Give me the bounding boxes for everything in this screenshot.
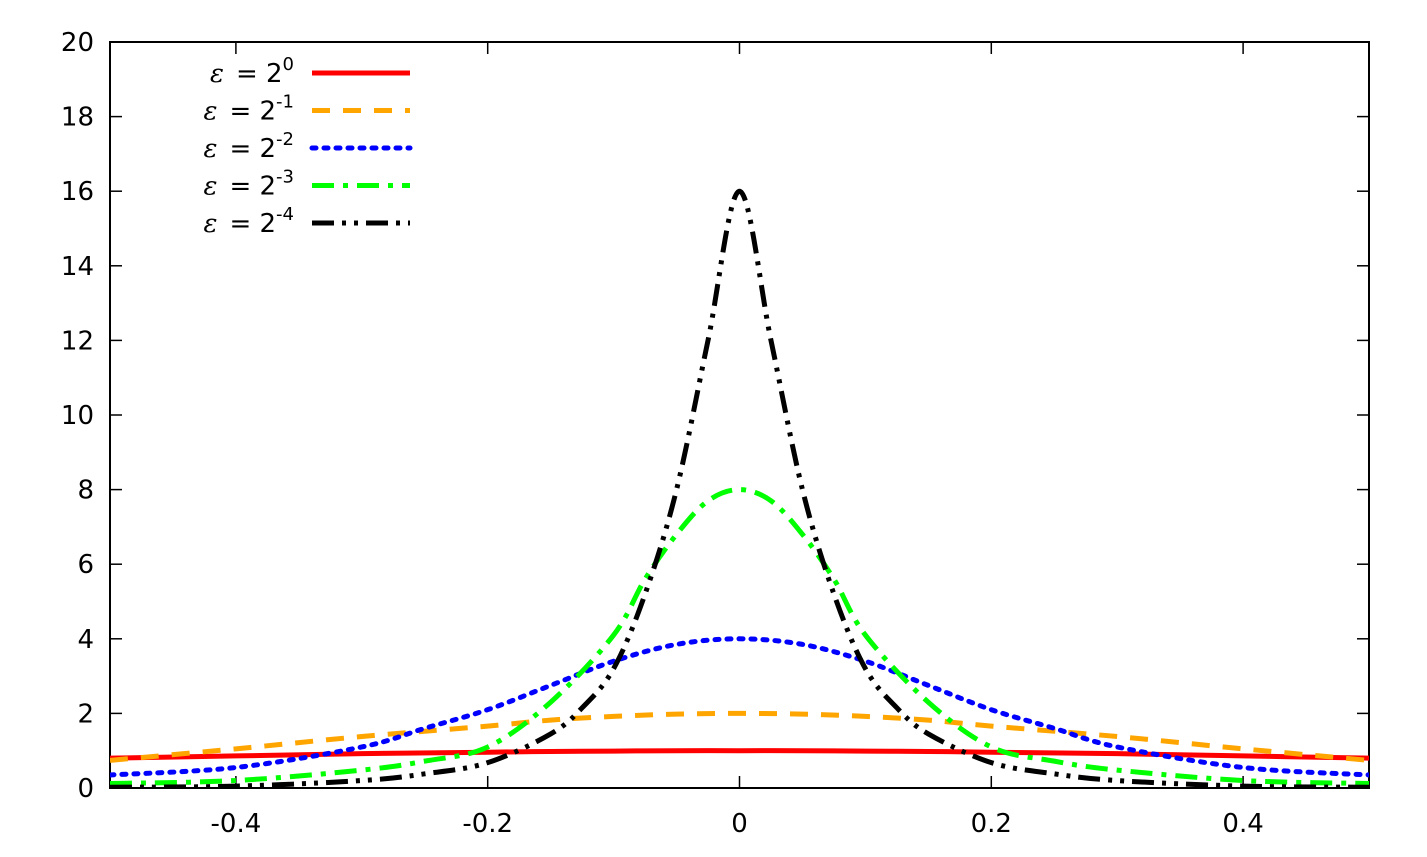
series-line-1 bbox=[110, 710, 1369, 763]
legend-label-3: ε = 2-3 bbox=[204, 167, 295, 202]
legend-equals: = 2 bbox=[229, 209, 276, 239]
y-tick-label: 16 bbox=[61, 177, 94, 207]
legend-equals: = 2 bbox=[236, 59, 283, 89]
x-tick-label: -0.4 bbox=[211, 809, 262, 839]
y-tick-label: 2 bbox=[77, 699, 94, 729]
y-tick-label: 10 bbox=[61, 401, 94, 431]
x-tick-label: 0.2 bbox=[971, 809, 1012, 839]
y-tick-label: 4 bbox=[77, 625, 94, 655]
series-group bbox=[110, 188, 1369, 788]
legend-epsilon: ε bbox=[204, 134, 218, 164]
legend-exponent: -3 bbox=[276, 167, 294, 188]
y-tick-label: 6 bbox=[77, 550, 94, 580]
series-line-4 bbox=[110, 188, 1369, 788]
y-tick-label: 0 bbox=[77, 774, 94, 804]
legend-epsilon: ε bbox=[204, 209, 218, 239]
legend-equals: = 2 bbox=[229, 172, 276, 202]
y-tick-label: 12 bbox=[61, 326, 94, 356]
legend-label-0: ε = 20 bbox=[210, 54, 294, 89]
legend-exponent: -4 bbox=[276, 204, 294, 225]
series-line-2 bbox=[110, 636, 1369, 778]
legend-equals: = 2 bbox=[229, 134, 276, 164]
y-tick-label: 20 bbox=[61, 28, 94, 58]
legend-exponent: -1 bbox=[276, 92, 294, 113]
legend-equals: = 2 bbox=[229, 97, 276, 127]
x-tick-label: 0.4 bbox=[1222, 809, 1263, 839]
y-tick-label: 18 bbox=[61, 103, 94, 133]
axis-ticks: -0.4 -0.2 0 0.2 0.4 0 2 4 6 8 10 12 14 16 18 20 bbox=[61, 28, 1369, 839]
series-line-0 bbox=[110, 748, 1369, 761]
legend-epsilon: ε bbox=[204, 97, 218, 127]
legend-label-4: ε = 2-4 bbox=[204, 204, 295, 239]
legend-label-2: ε = 2-2 bbox=[204, 129, 295, 164]
series-line-3 bbox=[110, 487, 1369, 787]
x-tick-label: 0 bbox=[731, 809, 748, 839]
legend-epsilon: ε bbox=[210, 59, 224, 89]
legend: ε = 20ε = 2-1ε = 2-2ε = 2-3ε = 2-4 bbox=[204, 54, 413, 239]
legend-exponent: -2 bbox=[276, 129, 294, 150]
legend-exponent: 0 bbox=[283, 54, 294, 75]
legend-label-1: ε = 2-1 bbox=[204, 92, 295, 127]
legend-epsilon: ε bbox=[204, 172, 218, 202]
y-tick-label: 14 bbox=[61, 252, 94, 282]
x-tick-label: -0.2 bbox=[462, 809, 513, 839]
plot-frame bbox=[109, 41, 1370, 789]
y-tick-label: 8 bbox=[77, 476, 94, 506]
